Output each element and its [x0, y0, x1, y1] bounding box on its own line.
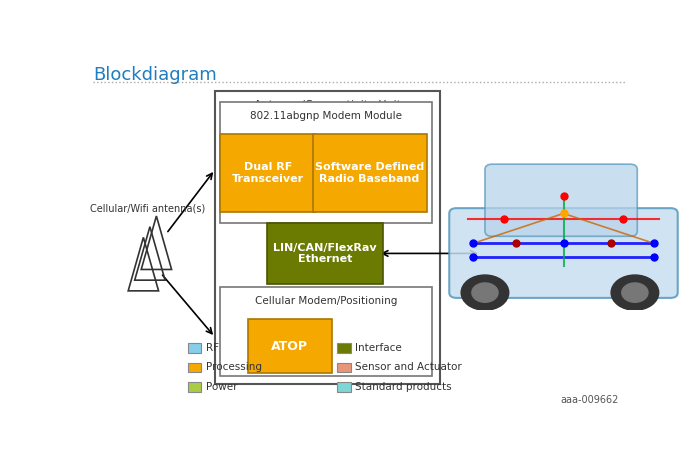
FancyBboxPatch shape [449, 208, 678, 298]
FancyBboxPatch shape [188, 363, 202, 372]
Text: ATOP: ATOP [271, 340, 308, 353]
Text: Cellular Modem/Positioning: Cellular Modem/Positioning [255, 296, 398, 306]
Text: Processing: Processing [206, 362, 262, 372]
FancyBboxPatch shape [337, 382, 351, 392]
Text: Standard products: Standard products [355, 382, 452, 392]
Text: Sensor and Actuator: Sensor and Actuator [355, 362, 462, 372]
Text: Blockdiagram: Blockdiagram [93, 66, 217, 84]
Text: Cellular/Wifi antenna(s): Cellular/Wifi antenna(s) [90, 204, 206, 214]
Circle shape [611, 275, 659, 310]
FancyBboxPatch shape [248, 319, 332, 373]
Text: RF: RF [206, 343, 219, 352]
Text: Power: Power [206, 382, 237, 392]
Text: Software Defined
Radio Baseband: Software Defined Radio Baseband [315, 163, 424, 184]
Text: Dual RF
Transceiver: Dual RF Transceiver [232, 163, 304, 184]
Circle shape [472, 283, 498, 302]
FancyBboxPatch shape [188, 382, 202, 392]
Text: LIN/CAN/FlexRav
Ethernet: LIN/CAN/FlexRav Ethernet [273, 243, 377, 264]
FancyBboxPatch shape [188, 343, 202, 352]
FancyBboxPatch shape [220, 287, 432, 376]
FancyBboxPatch shape [215, 91, 440, 383]
FancyBboxPatch shape [220, 134, 315, 213]
Text: aaa-009662: aaa-009662 [561, 395, 619, 405]
FancyBboxPatch shape [313, 134, 426, 213]
FancyBboxPatch shape [485, 164, 637, 236]
FancyBboxPatch shape [220, 102, 432, 223]
Text: Interface: Interface [355, 343, 402, 352]
FancyBboxPatch shape [267, 223, 383, 284]
Text: 802.11abgnp Modem Module: 802.11abgnp Modem Module [250, 111, 402, 121]
Circle shape [622, 283, 648, 302]
Text: Antenna/Connectivity Unit: Antenna/Connectivity Unit [254, 100, 401, 110]
Circle shape [461, 275, 509, 310]
FancyBboxPatch shape [337, 343, 351, 352]
FancyBboxPatch shape [337, 363, 351, 372]
